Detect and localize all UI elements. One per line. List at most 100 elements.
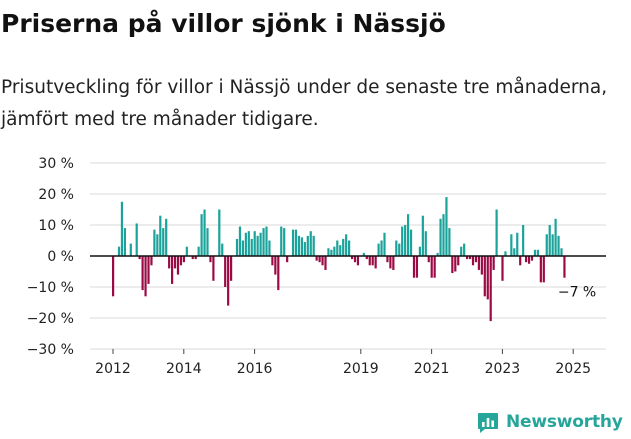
bar	[147, 256, 150, 284]
bar	[356, 256, 360, 266]
bar	[247, 231, 250, 256]
bar	[539, 256, 542, 283]
bar	[271, 256, 274, 266]
bar	[353, 256, 357, 263]
bar	[468, 256, 472, 260]
bar	[525, 256, 528, 263]
x-tick-label: 2023	[485, 361, 521, 377]
bar	[436, 252, 439, 256]
bar	[336, 240, 339, 256]
bar	[563, 256, 566, 278]
bar	[200, 214, 203, 256]
bar	[206, 228, 209, 256]
bar	[294, 229, 298, 256]
bar	[286, 256, 289, 263]
bar	[194, 256, 197, 260]
bar	[283, 228, 286, 256]
x-tick-label: 2012	[95, 361, 131, 377]
bar	[144, 256, 147, 297]
annotations: −7 %	[558, 285, 596, 301]
bars	[112, 197, 566, 322]
bar	[389, 256, 392, 269]
bar	[203, 209, 206, 256]
bar	[424, 231, 427, 256]
y-axis-tick-labels: −30 % −20 % −10 % 0 % 10 % 20 % 30 %	[27, 156, 74, 358]
bar	[345, 234, 348, 256]
bar	[333, 246, 336, 256]
bar	[274, 256, 277, 275]
bar	[185, 246, 188, 256]
bar	[212, 256, 215, 281]
bar	[463, 243, 466, 256]
bar	[374, 256, 377, 269]
bar	[433, 256, 436, 278]
bar	[404, 225, 407, 256]
bar	[221, 243, 224, 256]
bar	[392, 256, 395, 270]
bar	[171, 256, 174, 284]
bar	[548, 225, 551, 256]
bar	[386, 256, 389, 263]
bar	[306, 235, 309, 256]
bar	[327, 248, 330, 256]
bar	[427, 256, 430, 263]
bar	[117, 246, 121, 256]
bar	[265, 226, 268, 256]
bar-chart: −30 %−20 %−10 %0 %10 %20 %30 % 2012 2014 2…	[27, 156, 606, 377]
bar	[471, 256, 475, 266]
y-tick-label: 20 %	[38, 187, 74, 203]
bar	[371, 256, 374, 266]
bar	[324, 256, 327, 270]
brand-name: Newsworthy	[506, 412, 623, 432]
bar	[150, 256, 153, 266]
bar	[460, 246, 463, 256]
bar	[303, 242, 306, 256]
bar	[244, 232, 247, 256]
y-tick-label: 10 %	[38, 218, 74, 234]
bar	[309, 231, 312, 256]
bar	[141, 256, 144, 291]
bar	[165, 218, 168, 256]
bar	[342, 238, 345, 256]
bar	[492, 256, 495, 270]
bar	[312, 235, 315, 256]
bar	[291, 229, 295, 256]
bar	[259, 232, 262, 256]
bar	[227, 256, 230, 306]
bar	[330, 249, 333, 256]
bar	[398, 243, 401, 256]
bar	[439, 218, 442, 256]
bar	[409, 229, 413, 256]
bar	[318, 256, 321, 263]
bar	[480, 256, 483, 275]
bar	[173, 256, 177, 269]
bar	[560, 248, 563, 256]
bar	[280, 226, 283, 256]
newsworthy-brand[interactable]: Newsworthy	[476, 408, 623, 436]
bar	[412, 256, 416, 278]
bar	[348, 240, 351, 256]
bar	[135, 223, 138, 256]
y-tick-label: −10 %	[27, 280, 74, 296]
bar	[477, 256, 480, 270]
bar	[554, 218, 557, 256]
bar	[430, 256, 433, 278]
bar	[557, 235, 560, 256]
bar	[545, 234, 548, 256]
bar	[527, 256, 531, 264]
chart-subtitle: Prisutveckling för villor i Nässjö under…	[1, 77, 608, 130]
bar	[129, 243, 132, 256]
bar	[156, 234, 159, 256]
bar	[182, 256, 185, 263]
bar	[179, 256, 183, 266]
x-tick-label: 2016	[237, 361, 273, 377]
bar	[536, 249, 539, 256]
bar	[123, 228, 126, 256]
bar	[120, 201, 124, 256]
bar	[513, 248, 516, 256]
bar	[380, 240, 383, 256]
bar	[197, 246, 200, 256]
bar	[300, 237, 303, 256]
bar	[159, 215, 162, 256]
bar	[230, 256, 233, 281]
